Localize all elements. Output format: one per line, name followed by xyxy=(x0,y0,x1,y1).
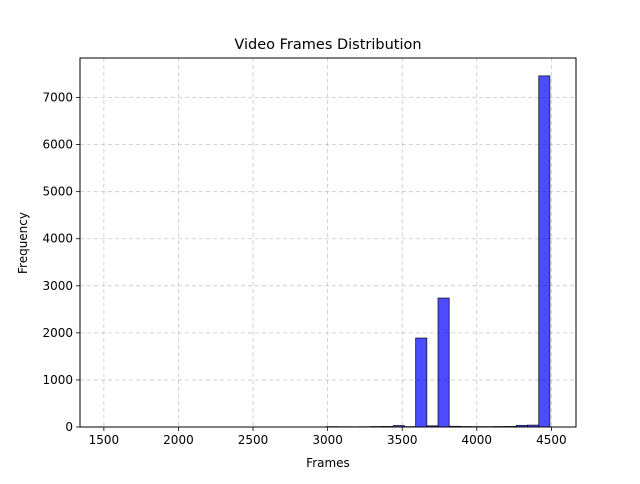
x-tick-label: 2500 xyxy=(238,433,269,447)
histogram-bar-39 xyxy=(539,76,550,427)
y-tick-label: 3000 xyxy=(42,279,73,293)
y-tick-label: 2000 xyxy=(42,326,73,340)
x-tick-label: 3000 xyxy=(312,433,343,447)
chart-title: Video Frames Distribution xyxy=(234,37,421,53)
y-tick-label: 1000 xyxy=(42,373,73,387)
x-tick-label: 4000 xyxy=(462,433,493,447)
y-tick-label: 0 xyxy=(65,420,73,434)
x-tick-label: 3500 xyxy=(387,433,418,447)
histogram-bar-30 xyxy=(438,298,449,427)
x-tick-label: 4500 xyxy=(536,433,567,447)
histogram-bar-28 xyxy=(416,338,427,427)
x-tick-label: 2000 xyxy=(163,433,194,447)
x-axis-label: Frames xyxy=(306,456,350,470)
y-tick-label: 7000 xyxy=(42,91,73,105)
y-tick-label: 4000 xyxy=(42,232,73,246)
y-tick-label: 5000 xyxy=(42,185,73,199)
x-tick-label: 1500 xyxy=(89,433,120,447)
y-tick-label: 6000 xyxy=(42,138,73,152)
y-axis-label: Frequency xyxy=(16,212,30,274)
